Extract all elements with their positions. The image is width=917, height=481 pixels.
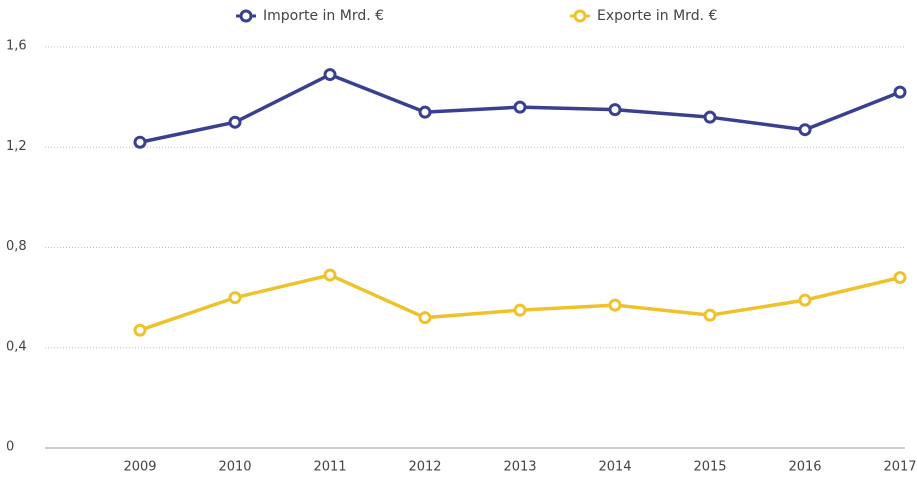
data-point [893,85,907,99]
data-point [608,103,622,117]
data-point [893,271,907,285]
legend-marker [239,9,253,23]
data-point [418,105,432,119]
data-point [608,298,622,312]
data-point [703,110,717,124]
data-point [323,268,337,282]
data-point [703,308,717,322]
legend-label: Exporte in Mrd. € [597,8,717,24]
series-line [139,273,901,332]
x-tick-label: 2014 [598,460,631,475]
x-tick-label: 2017 [883,460,916,475]
y-tick-label: 0 [6,440,14,455]
data-point [228,291,242,305]
data-point [798,293,812,307]
x-tick-label: 2012 [408,460,441,475]
y-tick-label: 0,8 [6,239,27,254]
data-point [323,68,337,82]
y-tick-label: 1,6 [6,39,27,54]
data-point [513,303,527,317]
legend-marker [573,9,587,23]
legend-label: Importe in Mrd. € [263,8,384,24]
x-tick-label: 2011 [313,460,346,475]
data-point [133,323,147,337]
x-tick-label: 2015 [693,460,726,475]
y-tick-label: 0,4 [6,339,27,354]
data-point [133,135,147,149]
data-point [228,115,242,129]
data-point [798,123,812,137]
x-tick-label: 2010 [218,460,251,475]
x-tick-label: 2013 [503,460,536,475]
y-tick-label: 1,2 [6,139,27,154]
x-tick-label: 2016 [788,460,821,475]
data-point [418,311,432,325]
x-tick-label: 2009 [123,460,156,475]
data-point [513,100,527,114]
